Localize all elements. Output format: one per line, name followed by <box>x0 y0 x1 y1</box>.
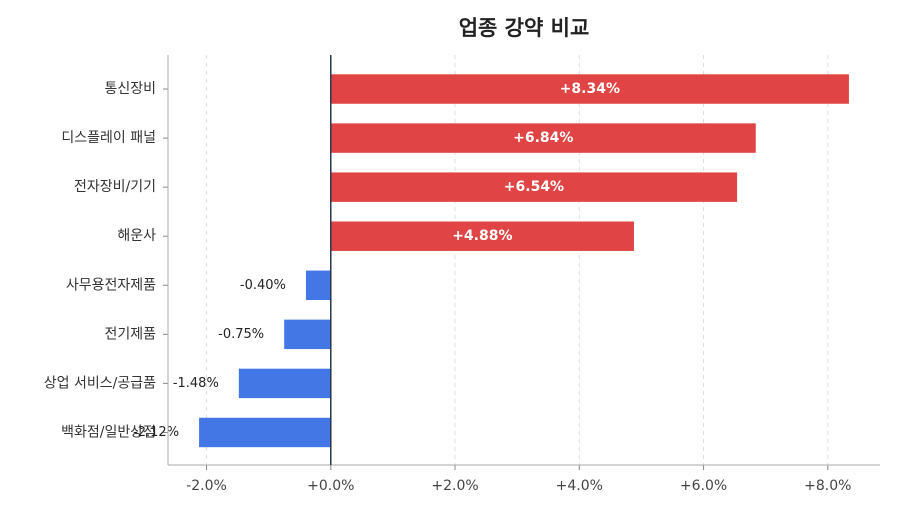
x-tick-label: +4.0% <box>556 478 603 494</box>
bar <box>330 74 849 104</box>
y-tick-label: 전기제품 <box>104 326 156 342</box>
value-label: +6.54% <box>504 179 564 195</box>
value-label: -0.40% <box>240 278 286 293</box>
y-tick-label: 디스플레이 패널 <box>61 130 156 146</box>
chart-title: 업종 강약 비교 <box>459 16 590 40</box>
y-tick-label: 통신장비 <box>104 81 156 97</box>
value-label: +6.84% <box>513 130 573 146</box>
value-label: -2.12% <box>133 425 179 440</box>
x-tick-label: +2.0% <box>431 478 478 494</box>
value-label: +4.88% <box>452 228 512 244</box>
x-tick-label: -2.0% <box>186 478 227 494</box>
y-tick-label: 전자장비/기기 <box>74 179 156 195</box>
bar <box>238 368 331 399</box>
bar <box>330 123 756 153</box>
value-label: -1.48% <box>173 376 219 391</box>
bar <box>199 417 331 448</box>
value-label: +8.34% <box>560 81 620 97</box>
value-label: -0.75% <box>218 327 264 342</box>
bar <box>305 270 331 300</box>
bar <box>284 319 331 350</box>
x-tick-label: +0.0% <box>307 478 354 494</box>
bar <box>330 221 634 251</box>
x-tick-label: +8.0% <box>804 478 851 494</box>
y-tick-label: 백화점/일반상점 <box>61 424 156 440</box>
y-tick-label: 해운사 <box>117 228 156 244</box>
y-tick-label: 상업 서비스/공급품 <box>44 375 156 391</box>
x-tick-label: +6.0% <box>680 478 727 494</box>
bar <box>330 172 738 202</box>
y-tick-label: 사무용전자제품 <box>66 277 156 293</box>
